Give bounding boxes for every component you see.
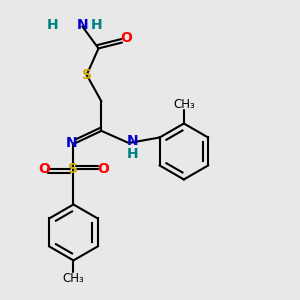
Text: N: N <box>127 134 138 148</box>
Text: O: O <box>38 162 50 176</box>
Text: CH₃: CH₃ <box>63 272 84 285</box>
Text: O: O <box>121 31 132 45</box>
Text: N: N <box>66 136 78 150</box>
Text: H: H <box>91 18 103 32</box>
Text: O: O <box>97 162 109 176</box>
Text: H: H <box>47 18 58 32</box>
Text: N: N <box>76 18 88 32</box>
Text: S: S <box>68 162 78 176</box>
Text: H: H <box>127 147 138 161</box>
Text: S: S <box>82 68 92 82</box>
Text: CH₃: CH₃ <box>173 98 195 111</box>
